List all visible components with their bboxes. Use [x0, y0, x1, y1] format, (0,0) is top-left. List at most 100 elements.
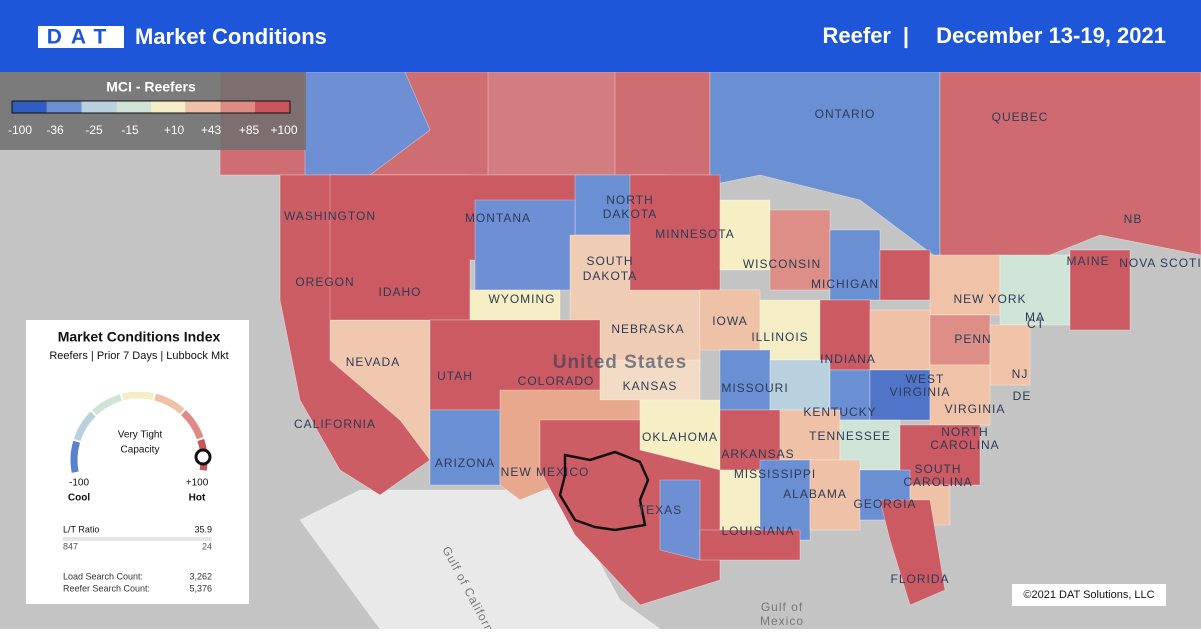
- date: December 13-19, 2021: [936, 23, 1166, 48]
- card-subtitle: Reefers | Prior 7 Days | Lubbock Mkt: [49, 350, 228, 362]
- load-search-label: Load Search Count:: [63, 571, 143, 581]
- region: [869, 369, 931, 421]
- map-label: CAROLINA: [903, 475, 972, 489]
- legend-tick: -36: [46, 123, 64, 137]
- map-label: TENNESSEE: [809, 429, 891, 443]
- map-label: QUEBEC: [992, 110, 1049, 124]
- legend-tick: -25: [85, 123, 103, 137]
- map-label: ONTARIO: [815, 107, 876, 121]
- map-label: SOUTH: [915, 462, 962, 476]
- region: [929, 364, 991, 426]
- region: [939, 71, 1201, 276]
- legend-swatch: [116, 101, 151, 113]
- status: Very Tight: [118, 430, 163, 441]
- map-label: ARKANSAS: [721, 447, 794, 461]
- card: [26, 320, 249, 604]
- header-bar: [0, 0, 1201, 72]
- legend-tick: -15: [121, 123, 139, 137]
- region: [759, 459, 811, 541]
- market-outline: [558, 450, 650, 532]
- region: [719, 199, 771, 271]
- region: [829, 229, 881, 301]
- equipment: Reefer: [823, 23, 892, 48]
- region: [869, 309, 931, 371]
- region: [809, 459, 861, 531]
- map-label: OKLAHOMA: [642, 430, 718, 444]
- map-label: MONTANA: [465, 211, 531, 225]
- map-label: OREGON: [295, 275, 354, 289]
- map-label: MAINE: [1066, 254, 1109, 268]
- legend-tick: +85: [239, 123, 260, 137]
- map-label: CAROLINA: [930, 438, 999, 452]
- region: [769, 359, 831, 411]
- map-label: PENN: [954, 332, 991, 346]
- region: [879, 249, 931, 301]
- map-label: VIRGINIA: [945, 402, 1006, 416]
- map-label: TEXAS: [638, 503, 682, 517]
- map-label: DE: [1013, 389, 1032, 403]
- map-label: WYOMING: [489, 292, 556, 306]
- map-label: VIRGINIA: [890, 385, 951, 399]
- card-title: Market Conditions Index: [58, 329, 221, 345]
- map-label: NORTH: [941, 425, 988, 439]
- region: [487, 71, 616, 176]
- legend-frame: [11, 100, 291, 114]
- gauge-segment: [154, 393, 185, 415]
- map-label: ILLINOIS: [751, 330, 808, 344]
- map-label: NOVA SCOTIA: [1119, 256, 1201, 270]
- map-label: INDIANA: [820, 352, 876, 366]
- region: [879, 499, 946, 606]
- region: [719, 349, 771, 411]
- region: [769, 209, 831, 291]
- region: [699, 289, 761, 351]
- map-label: WISCONSIN: [743, 257, 821, 271]
- map-label: NJ: [1012, 367, 1029, 381]
- legend-tick: +43: [201, 123, 222, 137]
- logo-box: [38, 26, 124, 48]
- gauge-needle: [194, 448, 212, 466]
- map-label: IDAHO: [378, 285, 421, 299]
- separator: |: [903, 23, 909, 48]
- gauge-segment: [121, 391, 155, 401]
- status: Capacity: [121, 445, 160, 456]
- reefer-search: 5,376: [189, 583, 212, 593]
- legend-swatch: [12, 101, 47, 113]
- map-label: MICHIGAN: [811, 277, 879, 291]
- map-label: KENTUCKY: [803, 405, 876, 419]
- water-label: Mexico: [760, 614, 804, 628]
- map-label: GEORGIA: [853, 497, 916, 511]
- copyright-box: [1012, 584, 1166, 606]
- region: [659, 479, 701, 561]
- region: [429, 409, 501, 486]
- region: [819, 299, 871, 371]
- region: [999, 254, 1071, 326]
- map-label: NEBRASKA: [611, 322, 684, 336]
- map-label: NEW YORK: [953, 292, 1026, 306]
- map-label: SOUTH: [587, 254, 634, 268]
- map-label: NORTH: [606, 193, 653, 207]
- legend-tick: +100: [270, 123, 297, 137]
- map-label: WASHINGTON: [284, 209, 376, 223]
- legend-title: MCI - Reefers: [106, 79, 196, 95]
- legend-swatch: [255, 101, 290, 113]
- gauge-segment: [92, 394, 123, 416]
- legend-swatch: [185, 101, 221, 113]
- map-label: NEVADA: [346, 355, 400, 369]
- region: [929, 254, 1001, 316]
- map-label: COLORADO: [518, 374, 595, 388]
- gauge-min: -100: [69, 478, 89, 489]
- map-label: NEW MEXICO: [501, 465, 590, 479]
- map-label: LOUISIANA: [721, 524, 794, 538]
- map-label: WEST: [906, 372, 945, 386]
- trucks: 24: [202, 541, 212, 551]
- gauge-max: +100: [186, 478, 209, 489]
- map-label: MISSISSIPPI: [734, 467, 816, 481]
- legend-tick: +10: [164, 123, 185, 137]
- logo: DAT: [47, 26, 116, 49]
- gauge-segment: [70, 440, 81, 473]
- map-label: ALABAMA: [783, 487, 847, 501]
- region: [719, 469, 761, 531]
- map-label: NB: [1124, 212, 1143, 226]
- map-label: DAKOTA: [583, 269, 637, 283]
